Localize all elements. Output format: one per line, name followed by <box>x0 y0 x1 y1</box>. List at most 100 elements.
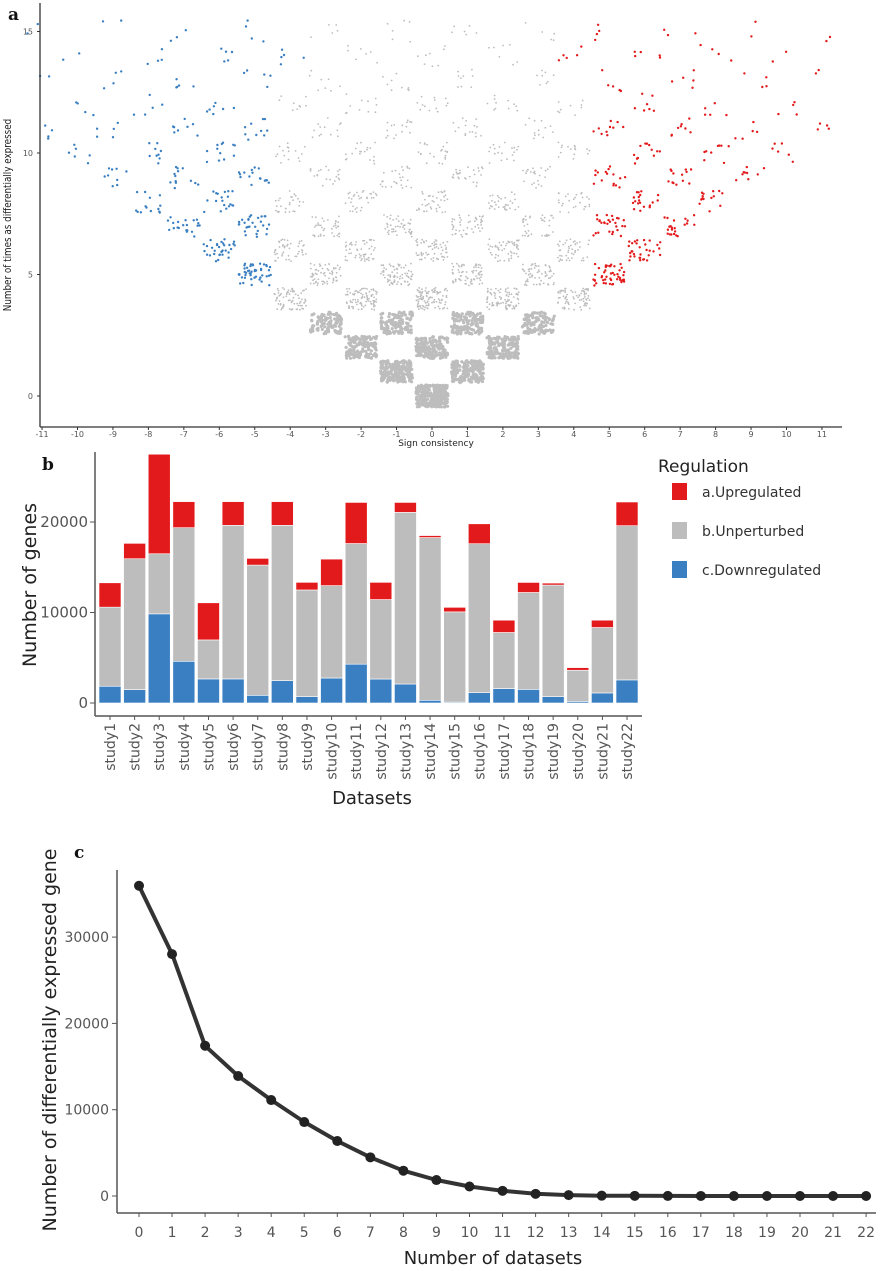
data-point-unperturbed <box>423 340 427 344</box>
data-point-downregulated <box>158 211 161 214</box>
legend-title: Regulation <box>658 457 749 477</box>
data-point-downregulated <box>225 207 228 210</box>
data-point-unperturbed <box>370 308 373 310</box>
data-point-unperturbed <box>480 218 483 221</box>
data-point-unperturbed <box>385 136 388 139</box>
data-point-unperturbed <box>362 189 365 192</box>
data-point-unperturbed <box>517 240 519 242</box>
data-point-upregulated <box>622 278 626 281</box>
bar-upregulated <box>172 501 196 529</box>
data-point-unperturbed <box>445 247 448 249</box>
data-point-upregulated <box>609 272 613 275</box>
data-point-unperturbed <box>277 292 280 294</box>
data-point-unperturbed <box>398 277 401 280</box>
data-point-unperturbed <box>360 308 363 311</box>
data-point-unperturbed <box>536 74 538 77</box>
data-point-downregulated <box>148 142 151 145</box>
data-point-unperturbed <box>408 377 412 381</box>
data-point-unperturbed <box>476 125 478 128</box>
data-point-unperturbed <box>492 143 495 146</box>
data-point-unperturbed <box>297 197 299 200</box>
data-point-unperturbed <box>401 166 403 168</box>
data-point-unperturbed <box>428 109 431 112</box>
data-point <box>266 1095 277 1106</box>
data-point-unperturbed <box>562 243 565 246</box>
data-point-unperturbed <box>454 278 457 281</box>
data-point-unperturbed <box>468 331 473 336</box>
scatter-points <box>26 19 832 409</box>
data-point-downregulated <box>168 228 171 232</box>
data-point-unperturbed <box>409 120 411 123</box>
data-point-unperturbed <box>415 252 418 254</box>
data-point-unperturbed <box>493 291 495 294</box>
data-point-unperturbed <box>288 293 291 296</box>
data-point-unperturbed <box>332 313 336 317</box>
data-point-unperturbed <box>323 227 326 230</box>
data-point-downregulated <box>245 266 249 269</box>
data-point-unperturbed <box>425 240 428 242</box>
data-point-upregulated <box>825 39 828 43</box>
data-point-unperturbed <box>450 366 454 370</box>
data-point-unperturbed <box>344 259 347 261</box>
data-point-upregulated <box>619 262 622 266</box>
data-point-downregulated <box>250 278 253 281</box>
data-point-upregulated <box>683 223 686 226</box>
data-point-unperturbed <box>363 296 366 299</box>
data-point-unperturbed <box>432 200 435 203</box>
data-point-unperturbed <box>493 94 496 97</box>
data-point-unperturbed <box>403 313 408 317</box>
data-point-unperturbed <box>454 280 457 283</box>
data-point-downregulated <box>229 203 232 206</box>
data-point-unperturbed <box>429 206 432 209</box>
data-point-unperturbed <box>399 275 402 278</box>
data-point-unperturbed <box>408 230 410 233</box>
data-point-unperturbed <box>468 131 471 133</box>
data-point-unperturbed <box>559 296 561 299</box>
data-point-unperturbed <box>337 221 340 224</box>
x-tick-label: 17 <box>692 1225 710 1241</box>
data-point-downregulated <box>149 209 153 213</box>
data-point-unperturbed <box>564 287 567 290</box>
data-point-unperturbed <box>498 241 501 244</box>
data-point-unperturbed <box>488 308 491 311</box>
data-point-upregulated <box>663 28 666 31</box>
data-point-upregulated <box>671 181 674 184</box>
data-point <box>861 1191 872 1201</box>
data-point-unperturbed <box>440 246 443 249</box>
data-point-unperturbed <box>430 207 433 210</box>
data-point-downregulated <box>227 205 231 208</box>
data-point-unperturbed <box>426 307 429 310</box>
data-point-upregulated <box>666 228 670 231</box>
data-point-upregulated <box>705 150 708 153</box>
data-point-unperturbed <box>528 117 530 120</box>
data-point-unperturbed <box>396 234 398 237</box>
data-point-unperturbed <box>533 119 536 122</box>
data-point-upregulated <box>666 232 669 235</box>
data-point-unperturbed <box>296 308 299 311</box>
data-point-unperturbed <box>308 74 311 77</box>
bar-downregulated <box>197 678 220 704</box>
data-point-unperturbed <box>559 211 561 213</box>
data-point-upregulated <box>709 113 712 117</box>
data-point-unperturbed <box>478 326 482 330</box>
data-point-unperturbed <box>407 88 409 91</box>
data-point-upregulated <box>693 223 696 226</box>
data-point-downregulated <box>216 147 219 150</box>
data-point-unperturbed <box>583 293 586 296</box>
data-point-downregulated <box>185 229 188 232</box>
data-point-upregulated <box>656 199 659 202</box>
data-point-unperturbed <box>428 52 431 55</box>
data-point-downregulated <box>215 192 218 195</box>
data-point-unperturbed <box>428 203 430 205</box>
data-point-unperturbed <box>299 304 302 307</box>
data-point-unperturbed <box>512 335 517 339</box>
bar-unperturbed <box>295 589 319 697</box>
legend-entry: c.Downregulated <box>702 563 821 579</box>
data-point-unperturbed <box>328 263 330 265</box>
data-point-upregulated <box>648 143 651 147</box>
data-point-unperturbed <box>504 208 507 211</box>
data-point-unperturbed <box>446 289 449 292</box>
data-point-unperturbed <box>432 257 435 259</box>
data-point-unperturbed <box>305 304 307 307</box>
data-point-unperturbed <box>538 276 541 279</box>
